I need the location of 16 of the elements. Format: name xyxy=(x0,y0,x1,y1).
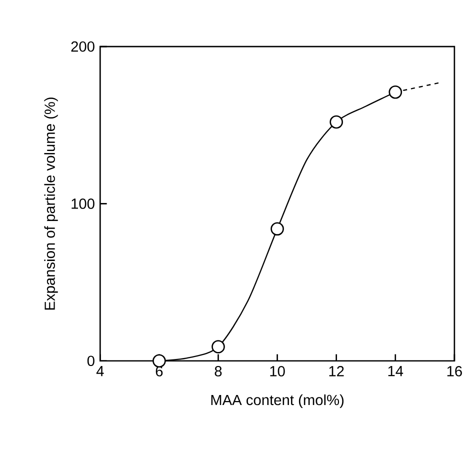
point xyxy=(270,222,284,236)
x-tick-label: 14 xyxy=(388,366,404,376)
y-tick-label: 0 xyxy=(87,356,94,366)
y-axis-title: Expansion of particle volume (%) xyxy=(44,98,58,310)
y-tick-label: 200 xyxy=(71,41,94,52)
x-tick-label: 8 xyxy=(214,366,222,376)
x-tick-label: 10 xyxy=(270,366,285,376)
point xyxy=(212,340,225,354)
point xyxy=(152,354,166,368)
x-tick-label: 12 xyxy=(329,366,344,376)
x-tick-label: 4 xyxy=(96,366,104,376)
x-tick-label: 16 xyxy=(447,366,462,376)
y-tick-label: 100 xyxy=(72,198,94,209)
point xyxy=(388,85,402,99)
x-axis-title: MAA content (mol%) xyxy=(211,394,344,408)
point xyxy=(330,115,343,129)
